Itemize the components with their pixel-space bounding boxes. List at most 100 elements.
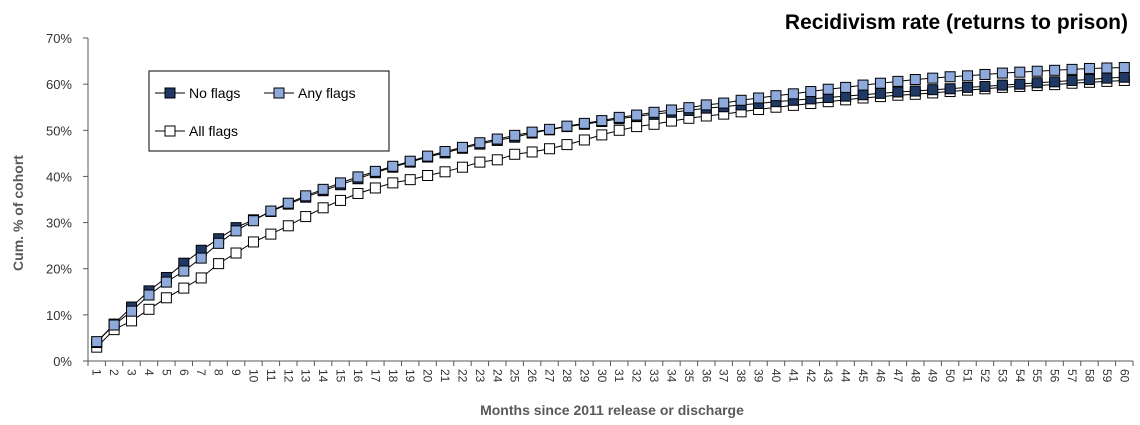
data-point [631,109,643,121]
legend-marker [164,125,176,137]
x-tick-label: 39 [752,369,766,383]
data-point [247,236,259,248]
x-tick-label: 32 [630,369,644,383]
data-point [544,143,556,155]
x-tick-label: 55 [1030,369,1044,383]
x-tick-label: 26 [525,369,539,383]
data-point [317,202,329,214]
y-tick-label: 60% [46,77,72,92]
data-point [491,133,503,145]
data-point [1118,62,1130,74]
data-point [909,85,921,97]
x-tick-label: 6 [177,369,191,376]
y-axis-ticks: 0% 10% 20% 30% 40% 50% 60% 70% [46,31,72,369]
x-tick-label: 8 [212,369,226,376]
x-axis-label: Months since 2011 release or discharge [480,402,744,418]
data-point [509,129,521,141]
x-tick-label: 40 [769,369,783,383]
data-point [665,104,677,116]
data-point [1101,72,1113,84]
data-point [962,70,974,82]
data-point [247,215,259,227]
data-point [1031,65,1043,77]
data-point [857,89,869,101]
data-point [805,86,817,98]
x-tick-label: 9 [229,369,243,376]
data-point [874,77,886,89]
data-point [282,197,294,209]
x-tick-label: 54 [1013,369,1027,383]
legend-box [148,70,390,152]
data-point [126,305,138,317]
x-tick-label: 22 [455,369,469,383]
x-tick-label: 41 [786,369,800,383]
x-tick-label: 17 [368,369,382,383]
x-tick-label: 50 [943,369,957,383]
data-point [213,258,225,270]
data-point [1083,62,1095,74]
data-point [1083,74,1095,86]
data-point [683,102,695,114]
data-point [596,129,608,141]
data-point [352,188,364,200]
data-point [1066,63,1078,75]
data-point [404,155,416,167]
data-point [735,94,747,106]
data-point [404,174,416,186]
x-tick-label: 35 [682,369,696,383]
legend-entry: Any flags [264,85,356,101]
y-axis-label: Cum. % of cohort [10,155,26,271]
data-point [700,99,712,111]
x-tick-label: 21 [438,369,452,383]
legend-marker [273,87,285,99]
data-point [352,171,364,183]
x-tick-label: 13 [299,369,313,383]
data-point [561,120,573,132]
x-tick-label: 58 [1082,369,1096,383]
data-point [439,146,451,158]
x-tick-label: 10 [246,369,260,383]
data-point [787,88,799,100]
data-point [456,141,468,153]
data-point [613,111,625,123]
data-point [840,81,852,93]
x-tick-label: 30 [595,369,609,383]
data-point [369,182,381,194]
data-point [648,118,660,130]
x-tick-label: 45 [856,369,870,383]
data-point [770,90,782,102]
data-point [753,92,765,104]
data-point [178,282,190,294]
data-point [178,265,190,277]
x-tick-label: 36 [699,369,713,383]
data-point [962,81,974,93]
x-tick-label: 25 [508,369,522,383]
data-point [1049,64,1061,76]
data-point [369,165,381,177]
data-point [979,68,991,80]
data-point [1049,76,1061,88]
y-tick-label: 20% [46,262,72,277]
data-point [1118,71,1130,83]
data-point [1031,77,1043,89]
data-point [613,124,625,136]
x-tick-label: 23 [473,369,487,383]
x-tick-label: 16 [351,369,365,383]
x-tick-label: 24 [490,369,504,383]
data-point [892,75,904,87]
data-point [996,67,1008,79]
data-point [474,137,486,149]
data-point [596,115,608,127]
data-point [648,106,660,118]
data-point [491,154,503,166]
data-point [874,87,886,99]
x-tick-label: 37 [717,369,731,383]
x-tick-label: 28 [560,369,574,383]
x-tick-label: 43 [821,369,835,383]
data-point [578,134,590,146]
data-point [526,126,538,138]
y-tick-label: 10% [46,308,72,323]
data-point [1066,74,1078,86]
data-point [300,190,312,202]
